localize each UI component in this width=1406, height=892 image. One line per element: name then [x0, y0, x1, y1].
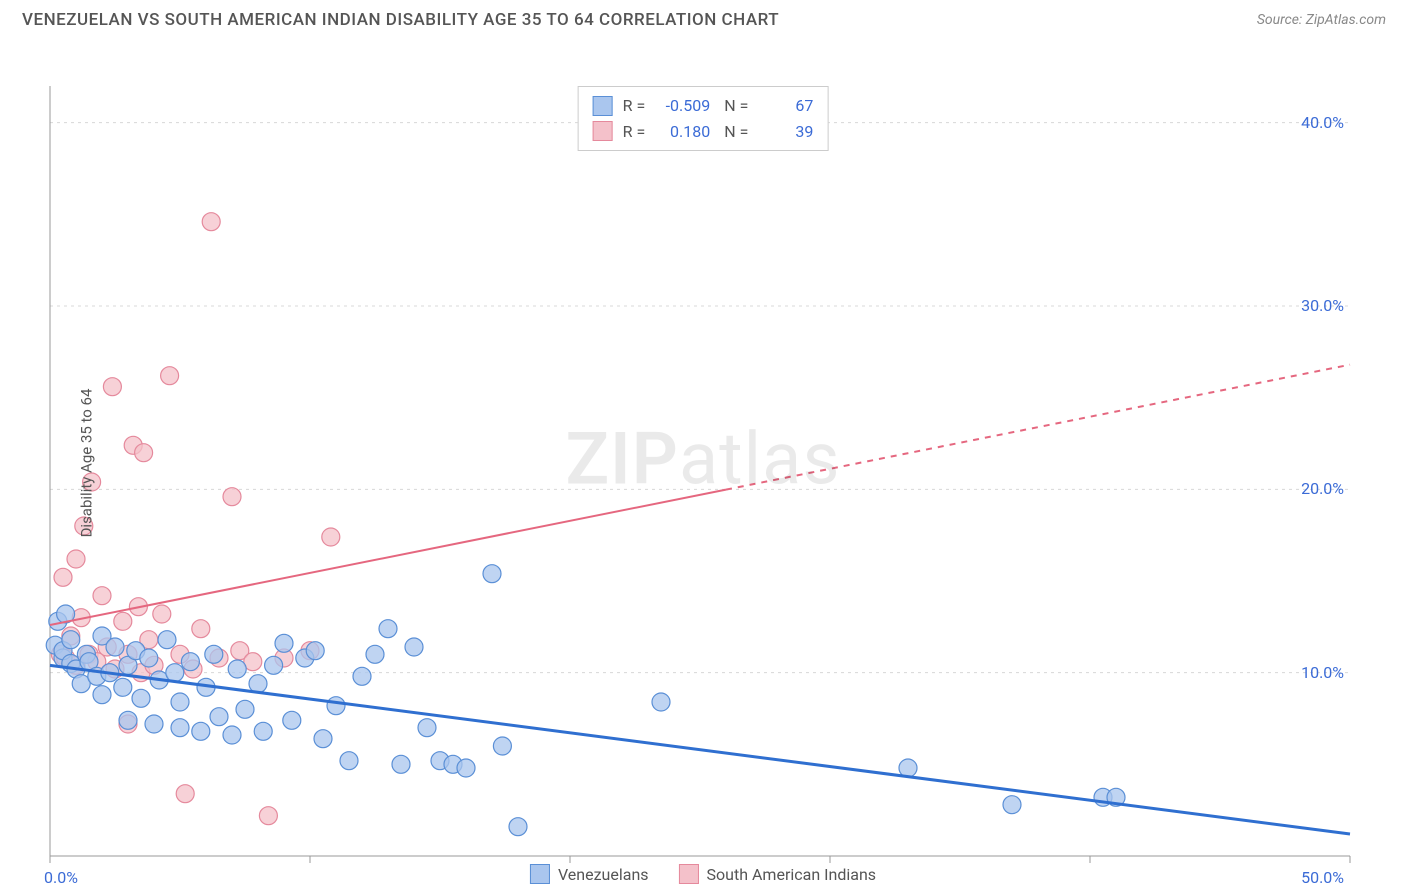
legend-label: South American Indians — [707, 865, 877, 884]
stats-row-sai: R = 0.180 N = 39 — [593, 119, 814, 145]
y-tick-label: 40.0% — [1301, 113, 1344, 132]
legend-label: Venezuelans — [558, 865, 649, 884]
stats-legend: R = -0.509 N = 67 R = 0.180 N = 39 — [578, 86, 829, 151]
legend-item: Venezuelans — [530, 864, 649, 884]
swatch-icon — [530, 864, 550, 884]
y-tick-label: 10.0% — [1301, 663, 1344, 682]
swatch-icon — [679, 864, 699, 884]
x-tick-label: 0.0% — [44, 868, 78, 887]
y-tick-label: 30.0% — [1301, 296, 1344, 315]
chart-title: VENEZUELAN VS SOUTH AMERICAN INDIAN DISA… — [22, 10, 779, 30]
swatch-icon — [593, 121, 613, 141]
chart-header: VENEZUELAN VS SOUTH AMERICAN INDIAN DISA… — [0, 0, 1406, 38]
y-axis-label: Disability Age 35 to 64 — [77, 389, 95, 538]
source-attribution: Source: ZipAtlas.com — [1257, 12, 1386, 28]
swatch-icon — [593, 96, 613, 116]
scatter-plot-svg — [0, 38, 1406, 888]
y-tick-label: 20.0% — [1301, 479, 1344, 498]
legend-item: South American Indians — [679, 864, 877, 884]
x-tick-label: 50.0% — [1301, 868, 1344, 887]
series-legend: Venezuelans South American Indians — [530, 864, 876, 884]
stats-row-venezuelans: R = -0.509 N = 67 — [593, 93, 814, 119]
correlation-chart: ZIPatlas Disability Age 35 to 64 R = -0.… — [0, 38, 1406, 888]
